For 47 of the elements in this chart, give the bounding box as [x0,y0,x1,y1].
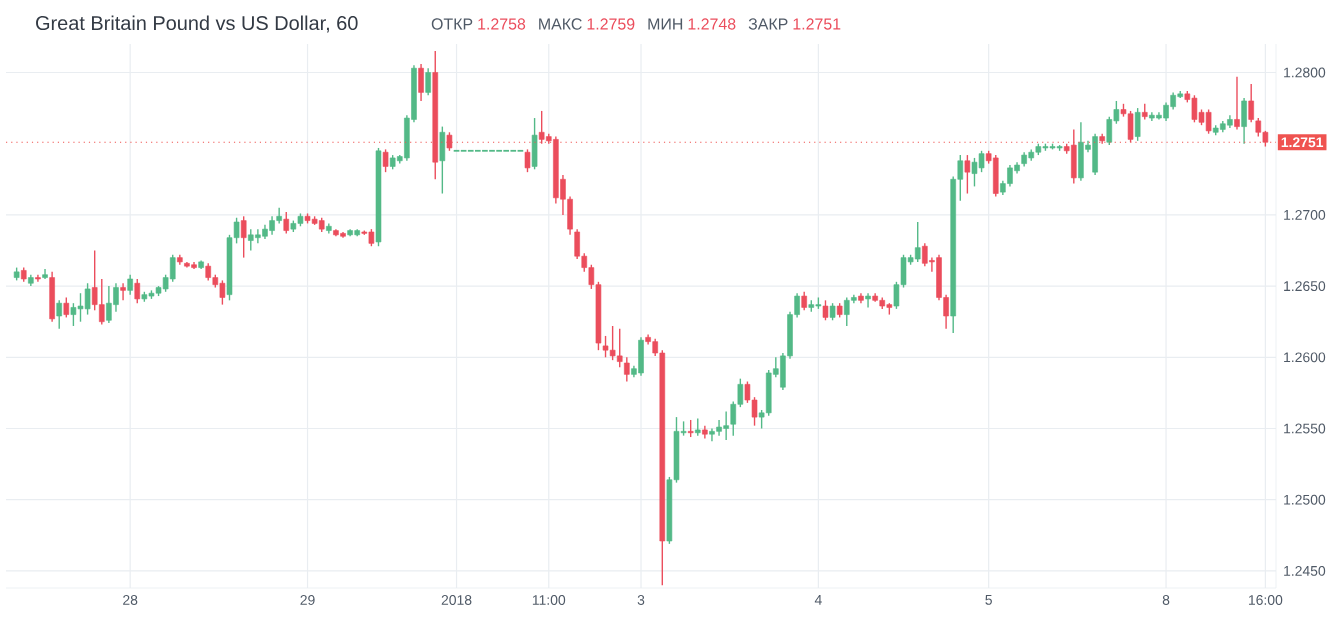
candlestick [283,211,290,235]
candlestick [134,278,141,304]
candlestick [77,292,84,323]
candlestick [865,292,871,309]
candlestick [1092,133,1098,176]
candlestick [99,278,105,326]
candlestick [801,291,807,311]
candlestick [127,274,133,296]
candlestick [56,299,62,330]
candlestick [248,228,254,252]
candlestick [269,215,275,236]
candlestick [992,154,999,198]
candlestick [1078,121,1084,182]
candlestick [418,63,424,102]
chart-title: Great Britain Pound vs US Dollar, 60 [36,15,358,33]
candlestick [240,215,247,259]
candlestick [964,154,971,195]
candlestick [84,282,91,316]
candlestick [1106,115,1113,146]
candlestick [1134,107,1141,142]
candlestick [624,356,630,383]
candlestick [914,221,921,263]
candlestick [922,242,928,267]
candlestick [971,157,978,188]
candlestick [609,325,616,361]
candlestick [1241,97,1247,145]
candlestick [843,296,850,327]
candlestick [1191,94,1198,124]
candlestick [822,299,829,321]
candlestick [219,279,226,306]
candlestick [63,296,70,319]
candlestick [1205,108,1212,135]
candlestick [1007,164,1013,188]
candlestick [425,67,431,96]
candlestick [524,148,531,173]
candlestick [382,148,389,173]
candlestick [255,228,261,245]
candlestick [638,336,644,377]
candlestick [531,117,538,171]
candlestick [169,254,176,283]
candlestick [120,282,126,302]
candlestick [1234,76,1240,131]
candlestick [723,410,729,441]
candlestick [106,285,112,324]
candlestick [716,419,722,437]
candlestick [49,271,55,323]
candlestick [439,125,446,195]
